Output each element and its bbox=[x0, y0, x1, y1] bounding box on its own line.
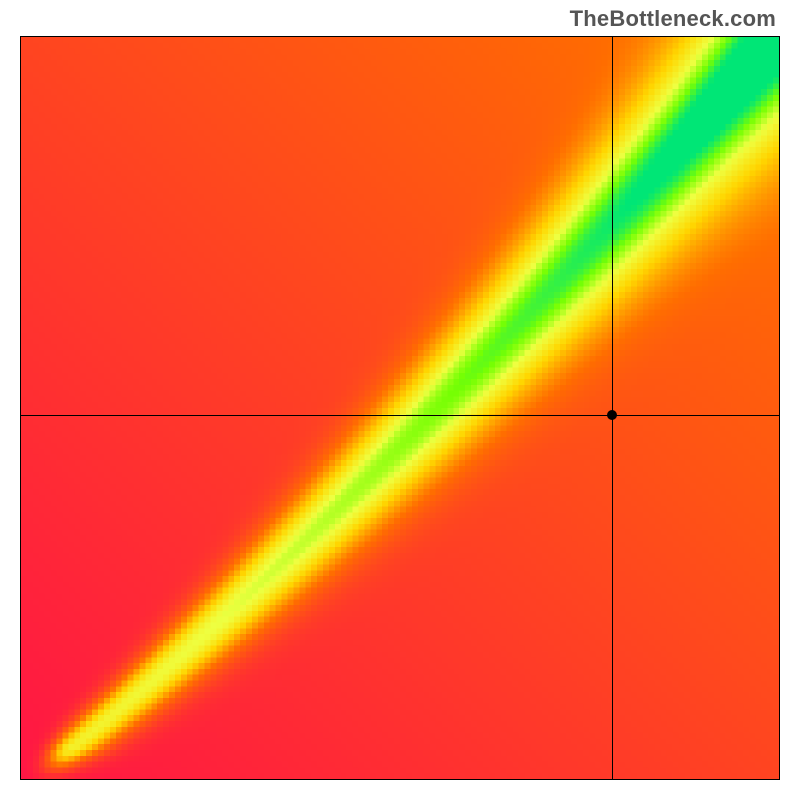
watermark-text: TheBottleneck.com bbox=[570, 6, 776, 32]
heatmap-plot-area bbox=[20, 36, 780, 780]
heatmap-canvas bbox=[21, 37, 779, 779]
crosshair-vertical bbox=[612, 37, 613, 779]
crosshair-horizontal bbox=[21, 415, 779, 416]
crosshair-marker bbox=[607, 410, 617, 420]
figure-container: TheBottleneck.com bbox=[0, 0, 800, 800]
